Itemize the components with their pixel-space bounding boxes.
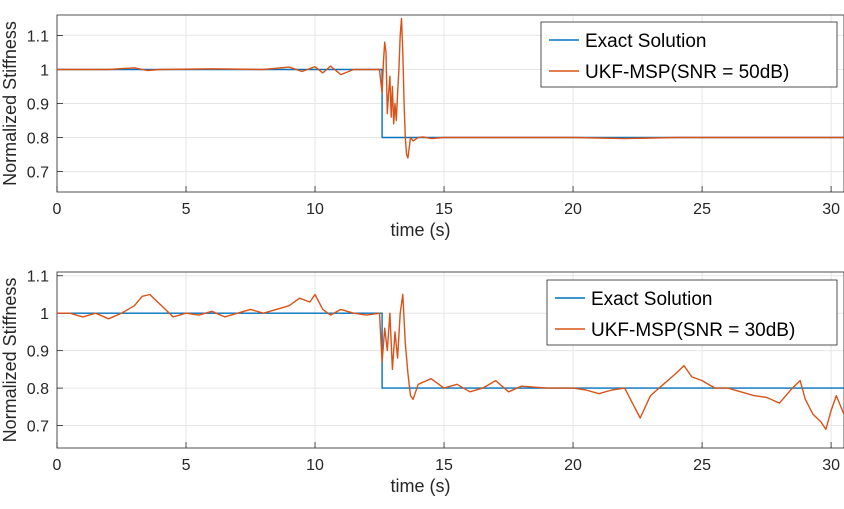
x-tick-label: 15 — [435, 457, 453, 474]
y-tick-label: 0.8 — [27, 131, 49, 148]
x-tick-label: 10 — [306, 201, 324, 218]
x-tick-label: 0 — [53, 201, 62, 218]
x-tick-label: 25 — [693, 201, 711, 218]
x-tick-label: 5 — [182, 457, 191, 474]
x-tick-label: 20 — [564, 201, 582, 218]
y-tick-label: 1 — [40, 306, 49, 323]
legend: Exact Solution UKF-MSP(SNR = 30dB) — [546, 279, 838, 346]
x-tick-label: 10 — [306, 457, 324, 474]
bottom-chart: 0 5 10 15 20 25 30 0.7 0.8 0.9 1 1.1 time (s) Normali… — [0, 269, 844, 496]
x-axis-label: time (s) — [391, 476, 451, 496]
axes-box — [56, 271, 844, 449]
y-tick-label: 0.8 — [27, 381, 49, 398]
series-line-ukf-msp — [57, 293, 844, 430]
x-tick-label: 30 — [822, 201, 840, 218]
legend: Exact Solution UKF-MSP(SNR = 50dB) — [540, 21, 838, 88]
y-tick-label: 0.9 — [27, 344, 49, 361]
legend-entry: UKF-MSP(SNR = 30dB) — [591, 320, 795, 341]
y-tick-label: 0.7 — [27, 419, 49, 436]
x-tick-label: 0 — [53, 457, 62, 474]
y-tick-label: 1 — [40, 62, 49, 79]
series-line-ukf-msp — [57, 17, 844, 159]
y-axis-label: Normalized Stiffness — [0, 278, 20, 443]
x-tick-label: 5 — [182, 201, 191, 218]
y-tick-label: 1.1 — [27, 28, 49, 45]
legend-entry: Exact Solution — [591, 289, 712, 310]
legend-entry: UKF-MSP(SNR = 50dB) — [585, 62, 789, 83]
legend-entry: Exact Solution — [585, 31, 706, 52]
x-tick-label: 15 — [435, 201, 453, 218]
y-tick-label: 0.9 — [27, 97, 49, 114]
x-axis-label: time (s) — [391, 220, 451, 240]
legend-box — [540, 21, 838, 88]
x-tick-label: 25 — [693, 457, 711, 474]
legend-box — [546, 279, 838, 346]
y-tick-label: 0.7 — [27, 165, 49, 182]
top-chart: 0 5 10 15 20 25 30 0.7 0.8 0.9 1 1.1 time (s) Normali… — [0, 14, 844, 240]
y-axis-label: Normalized Stiffness — [0, 21, 20, 186]
y-tick-label: 1.1 — [27, 269, 49, 286]
x-tick-label: 20 — [564, 457, 582, 474]
x-tick-label: 30 — [822, 457, 840, 474]
